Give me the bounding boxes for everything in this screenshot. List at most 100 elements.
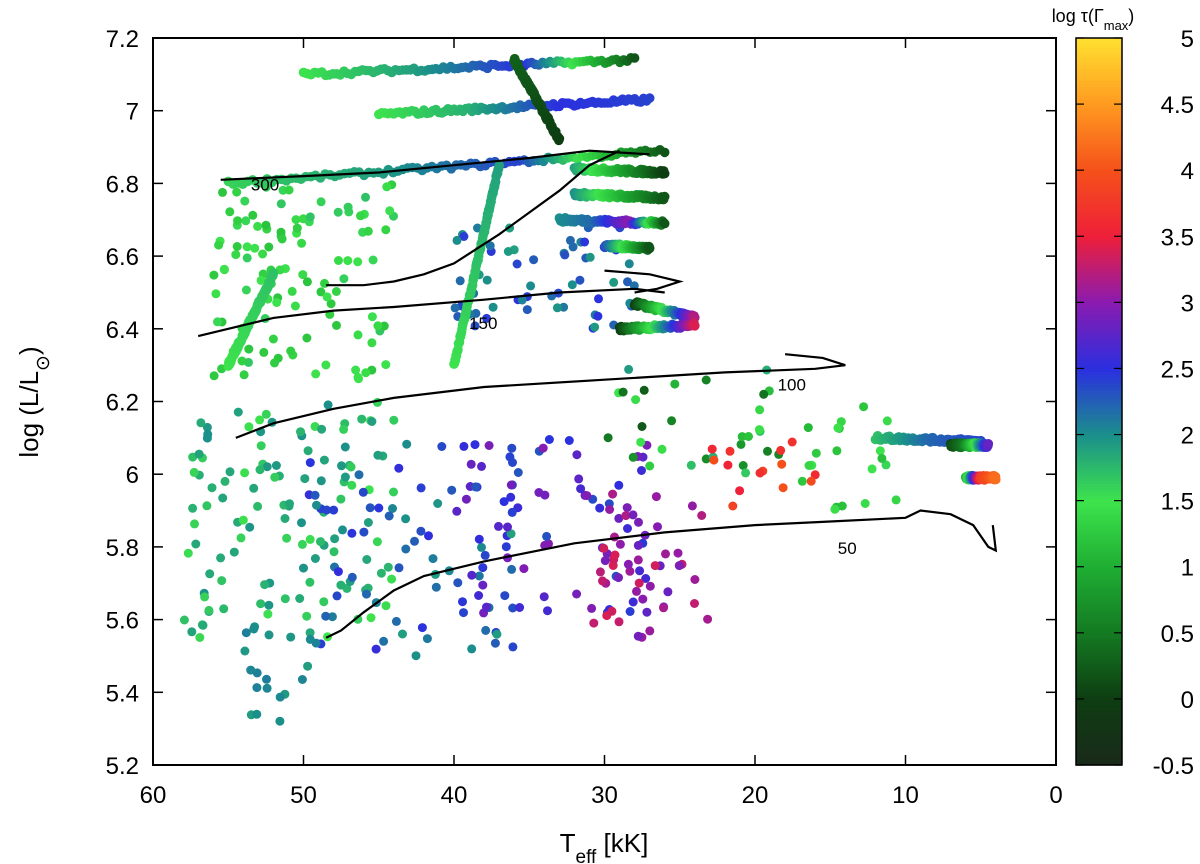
colorbar-band: [1076, 431, 1122, 436]
data-point: [567, 280, 577, 290]
colorbar-band: [1076, 271, 1122, 275]
data-point: [833, 423, 843, 433]
data-point: [645, 461, 655, 471]
data-point: [255, 465, 265, 475]
colorbar-band: [1076, 425, 1122, 430]
colorbar-band: [1076, 168, 1122, 172]
data-point: [219, 604, 229, 614]
x-tick-label: 10: [892, 782, 919, 809]
data-point: [517, 295, 527, 305]
data-point: [242, 242, 252, 252]
colorbar-band: [1076, 719, 1122, 724]
colorbar-band: [1076, 459, 1122, 463]
colorbar-band: [1076, 634, 1122, 639]
colorbar-band: [1076, 592, 1122, 596]
colorbar-band: [1076, 619, 1122, 624]
colorbar-band: [1076, 483, 1122, 487]
colorbar-band: [1076, 562, 1122, 566]
data-point: [477, 542, 486, 552]
data-point: [560, 250, 570, 260]
colorbar-tick-label: 3.5: [1161, 224, 1194, 251]
colorbar-band: [1076, 740, 1122, 745]
data-point: [233, 407, 243, 417]
colorbar-band: [1076, 480, 1122, 484]
data-point: [624, 259, 634, 269]
colorbar-band: [1076, 486, 1122, 490]
colorbar-band: [1076, 213, 1122, 218]
data-point: [539, 592, 549, 602]
colorbar-band: [1076, 128, 1122, 133]
data-point: [631, 395, 641, 405]
data-point: [638, 594, 648, 604]
colorbar-band: [1076, 237, 1122, 242]
data-point: [657, 444, 667, 454]
data-point: [305, 634, 315, 644]
data-point: [737, 432, 747, 442]
colorbar-band: [1076, 231, 1122, 236]
colorbar-band: [1076, 380, 1122, 384]
data-point: [614, 573, 623, 583]
colorbar-band: [1076, 77, 1122, 82]
data-point: [625, 607, 635, 616]
data-point: [811, 448, 821, 458]
data-point: [250, 243, 260, 253]
data-point: [507, 564, 517, 574]
colorbar-band: [1076, 371, 1122, 375]
colorbar-band: [1076, 677, 1122, 681]
data-point: [582, 491, 592, 501]
track-line: [326, 149, 621, 287]
data-point: [219, 264, 229, 274]
data-point: [776, 445, 786, 455]
data-point: [381, 360, 391, 370]
colorbar-band: [1076, 74, 1122, 78]
data-point: [534, 488, 544, 497]
data-point: [179, 615, 189, 625]
data-point: [763, 446, 772, 456]
x-axis-title: Teff [kK]: [560, 828, 649, 864]
data-point: [319, 455, 329, 465]
colorbar-band: [1076, 171, 1122, 175]
data-point: [388, 504, 397, 513]
colorbar-band: [1076, 268, 1122, 272]
colorbar-band: [1076, 156, 1122, 160]
data-point: [299, 563, 308, 573]
data-point: [659, 147, 670, 158]
data-point: [618, 387, 628, 397]
data-point: [287, 286, 297, 296]
data-point: [595, 567, 605, 577]
data-point: [629, 53, 640, 63]
data-point: [707, 444, 717, 454]
colorbar-band: [1076, 337, 1122, 342]
data-point: [190, 519, 199, 529]
data-point: [233, 216, 242, 226]
data-point: [256, 441, 266, 451]
y-tick-label: 6: [126, 462, 139, 489]
colorbar-tick-label: 4.5: [1161, 92, 1194, 119]
data-point: [417, 623, 427, 633]
colorbar-band: [1076, 222, 1122, 227]
colorbar-band: [1076, 598, 1122, 603]
colorbar-band: [1076, 474, 1122, 478]
data-point: [270, 472, 280, 482]
colorbar-band: [1076, 113, 1122, 118]
data-point: [282, 533, 292, 543]
data-point: [297, 238, 307, 248]
data-point: [540, 540, 550, 550]
data-point: [755, 405, 765, 415]
colorbar-band: [1076, 737, 1122, 742]
colorbar-band: [1076, 607, 1122, 612]
data-point: [347, 572, 357, 582]
data-point: [275, 716, 285, 726]
data-point: [303, 661, 313, 671]
colorbar-band: [1076, 398, 1122, 403]
colorbar-band: [1076, 41, 1122, 45]
colorbar-band: [1076, 368, 1122, 372]
colorbar-band: [1076, 416, 1122, 421]
colorbar-band: [1076, 356, 1122, 360]
colorbar-band: [1076, 131, 1122, 136]
data-point: [738, 461, 748, 470]
data-point: [264, 600, 274, 610]
data-point: [492, 629, 502, 639]
data-point: [316, 197, 326, 207]
